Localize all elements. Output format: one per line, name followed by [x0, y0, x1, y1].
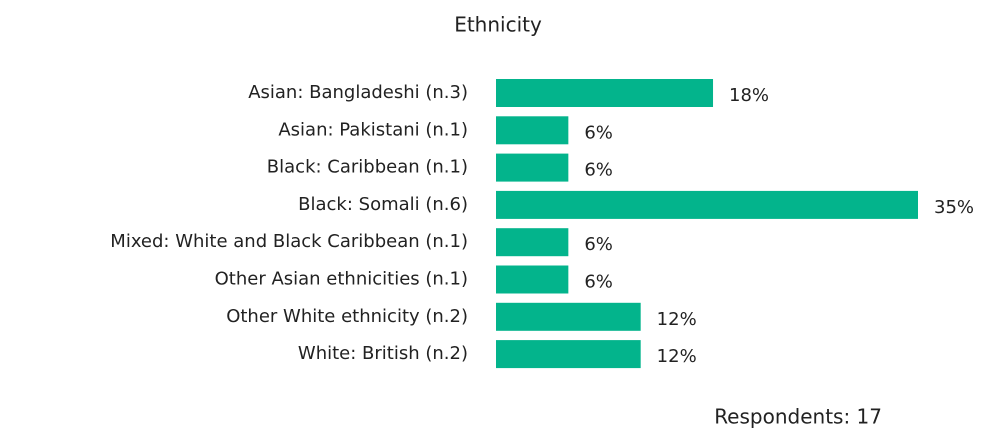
bar — [496, 302, 641, 331]
value-label: 12% — [657, 346, 697, 367]
value-label: 6% — [584, 234, 613, 255]
annotation: Respondents: 17 — [714, 405, 882, 429]
bar — [496, 153, 569, 182]
bar — [496, 79, 714, 107]
category-label: Asian: Bangladeshi (n.3) — [248, 82, 468, 103]
bar — [496, 265, 569, 294]
value-label: 6% — [584, 160, 613, 181]
bar — [496, 340, 641, 369]
category-label: Other Asian ethnicities (n.1) — [215, 269, 468, 290]
value-label: 6% — [584, 272, 613, 293]
bar — [496, 116, 569, 145]
category-label: Black: Somali (n.6) — [298, 194, 468, 215]
category-label: Asian: Pakistani (n.1) — [278, 119, 468, 140]
category-label: White: British (n.2) — [298, 343, 468, 364]
category-label: Black: Caribbean (n.1) — [267, 157, 468, 178]
bar — [496, 228, 569, 257]
bar — [496, 190, 918, 219]
category-label: Other White ethnicity (n.2) — [226, 306, 468, 327]
value-label: 12% — [657, 309, 697, 330]
value-label: 35% — [934, 197, 974, 218]
value-label: 18% — [729, 85, 769, 106]
chart-title: Ethnicity — [454, 13, 542, 37]
category-label: Mixed: White and Black Caribbean (n.1) — [110, 231, 468, 252]
value-label: 6% — [584, 122, 613, 143]
